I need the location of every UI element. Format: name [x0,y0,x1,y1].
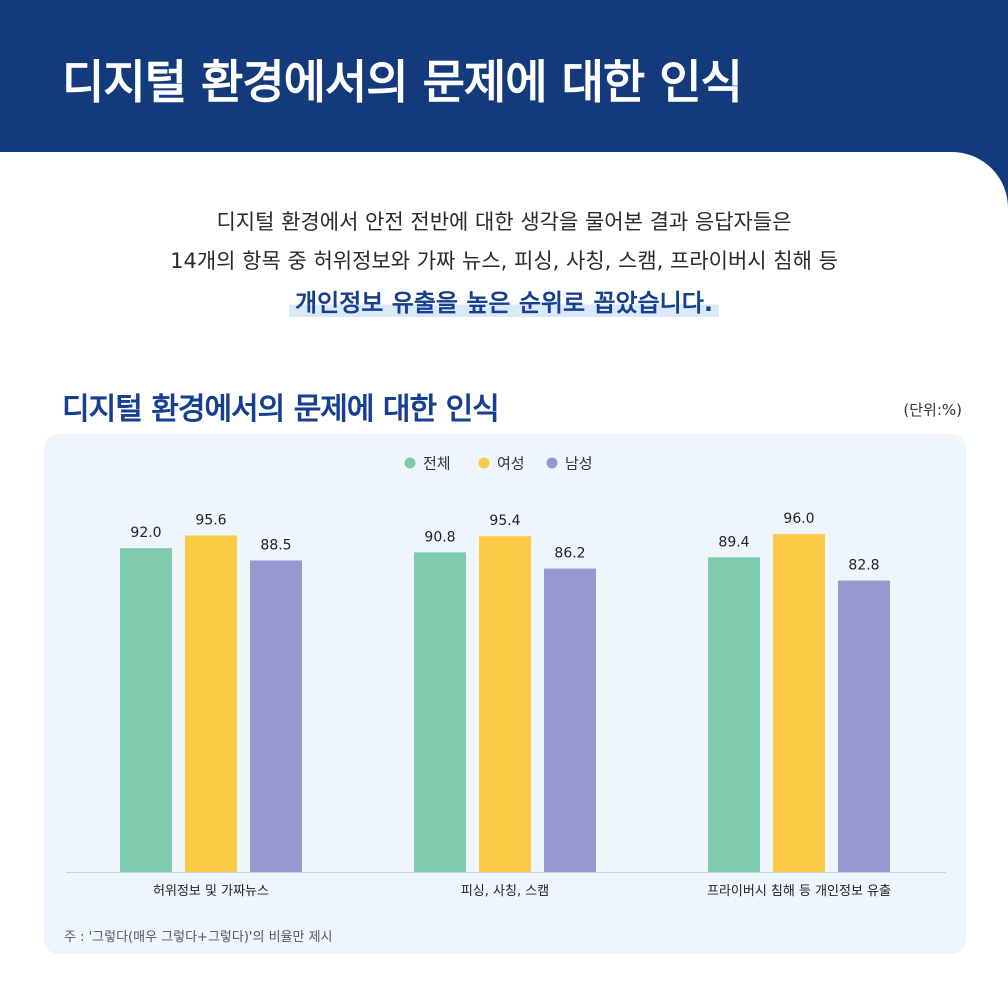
bar-value-label-3-1: 89.4 [718,534,749,550]
bar-1-3 [250,560,302,872]
unit-label: (단위:%) [903,401,962,419]
page-title: 디지털 환경에서의 문제에 대한 인식 [62,55,743,109]
bar-value-label-1-1: 92.0 [130,525,161,541]
chart-title: 디지털 환경에서의 문제에 대한 인식 [62,392,500,427]
bar-2-1 [414,552,466,872]
intro-line-2: 14개의 항목 중 허위정보와 가짜 뉴스, 피싱, 사칭, 스캠, 프라이버시… [170,249,838,273]
legend-label-3: 남성 [565,455,593,473]
intro-line-1: 디지털 환경에서 안전 전반에 대한 생각을 물어본 결과 응답자들은 [216,210,792,234]
bar-value-label-3-3: 82.8 [848,558,879,574]
legend-marker-1 [404,457,416,469]
bar-value-label-2-2: 95.4 [489,513,520,529]
category-label-3: 프라이버시 침해 등 개인정보 유출 [707,884,891,899]
legend-marker-3 [546,457,558,469]
legend-label-2: 여성 [497,455,525,473]
bar-3-3 [838,580,890,872]
legend-label-1: 전체 [423,455,451,473]
category-label-2: 피싱, 사칭, 스캠 [461,884,549,899]
bar-1-1 [120,548,172,872]
bar-3-1 [708,557,760,872]
bar-value-label-2-3: 86.2 [554,546,585,562]
bar-2-2 [479,536,531,872]
category-label-1: 허위정보 및 가짜뉴스 [153,884,269,899]
intro-highlight-text: 개인정보 유출을 높은 순위로 꼽았습니다. [289,289,719,317]
bar-2-3 [544,568,596,872]
bar-chart: 전체 여성 남성 92.0 95.6 88.5 허위정보 및 가짜뉴스 90.8 95.4 86.… [66,455,946,899]
bar-3-2 [773,534,825,872]
footnote: 주 : '그렇다(매우 그렇다+그렇다)'의 비율만 제시 [64,930,333,945]
bar-value-label-1-3: 88.5 [260,537,291,553]
legend-marker-2 [478,457,490,469]
bar-value-label-1-2: 95.6 [195,512,226,528]
bar-value-label-2-1: 90.8 [424,529,455,545]
intro-highlight: 개인정보 유출을 높은 순위로 꼽았습니다. [0,283,1008,318]
bar-1-2 [185,535,237,872]
bar-value-label-3-2: 96.0 [783,511,814,527]
chart-panel: 전체 여성 남성 92.0 95.6 88.5 허위정보 및 가짜뉴스 90.8 95.4 86.… [44,434,966,954]
